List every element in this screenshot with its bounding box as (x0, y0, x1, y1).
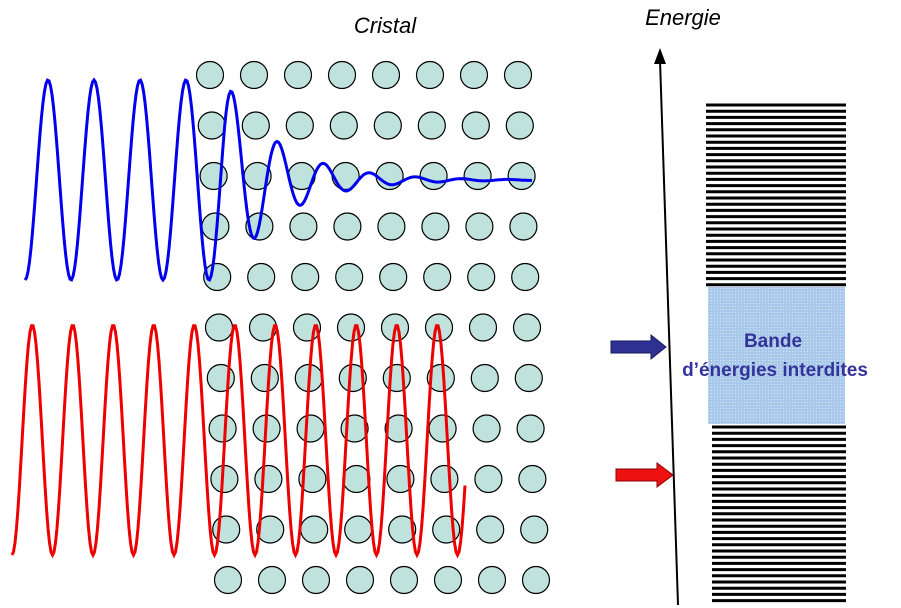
atom (374, 112, 401, 139)
atom (424, 264, 451, 291)
atom (521, 516, 548, 543)
atom (471, 365, 498, 392)
atom (209, 415, 236, 442)
atom (292, 264, 319, 291)
axis-arrowhead (654, 48, 666, 64)
atom (259, 567, 286, 594)
atom (470, 314, 497, 341)
atom (215, 567, 242, 594)
atom (461, 62, 488, 89)
atom (347, 567, 374, 594)
atom (515, 365, 542, 392)
atom (251, 365, 278, 392)
atom (206, 314, 233, 341)
atom (290, 213, 317, 240)
atom (242, 112, 269, 139)
atom (464, 163, 491, 190)
atom (248, 264, 275, 291)
red-arrow (616, 463, 673, 487)
gap-label-line2: d’énergies interdites (682, 360, 868, 381)
energy-axis (660, 60, 678, 605)
gap-label-line1: Bande (744, 331, 802, 352)
atom (479, 567, 506, 594)
atom (380, 264, 407, 291)
atom (334, 213, 361, 240)
blue-arrow (611, 335, 666, 359)
atom (330, 112, 357, 139)
atom (343, 466, 370, 493)
atom (505, 62, 532, 89)
atom (510, 213, 537, 240)
atom (523, 567, 550, 594)
atom (303, 567, 330, 594)
atom (514, 314, 541, 341)
band-gap (708, 287, 845, 424)
atom (422, 213, 449, 240)
atom (512, 264, 539, 291)
atom (431, 466, 458, 493)
atom (418, 112, 445, 139)
atom (429, 415, 456, 442)
atom (473, 415, 500, 442)
atom (519, 466, 546, 493)
atom (466, 213, 493, 240)
atom (468, 264, 495, 291)
atom (433, 516, 460, 543)
atom (297, 415, 324, 442)
atom (200, 163, 227, 190)
atom (417, 62, 444, 89)
atom (286, 112, 313, 139)
atom (506, 112, 533, 139)
atom (378, 213, 405, 240)
atom (475, 466, 502, 493)
atom (255, 466, 282, 493)
energy-title: Energie (645, 5, 721, 30)
atom (391, 567, 418, 594)
atom (383, 365, 410, 392)
atom (435, 567, 462, 594)
atom (345, 516, 372, 543)
atom (329, 62, 356, 89)
atom (197, 62, 224, 89)
atom (241, 62, 268, 89)
atom (336, 264, 363, 291)
atom (373, 62, 400, 89)
atom (420, 163, 447, 190)
atom (517, 415, 544, 442)
atom (285, 62, 312, 89)
diagram: Cristal Energie Bande d’énergies interdi… (0, 0, 901, 608)
crystal-title: Cristal (354, 13, 417, 38)
atom (198, 112, 225, 139)
atom (301, 516, 328, 543)
decaying-wave (25, 80, 532, 280)
atom (462, 112, 489, 139)
atom (508, 163, 535, 190)
atom (477, 516, 504, 543)
